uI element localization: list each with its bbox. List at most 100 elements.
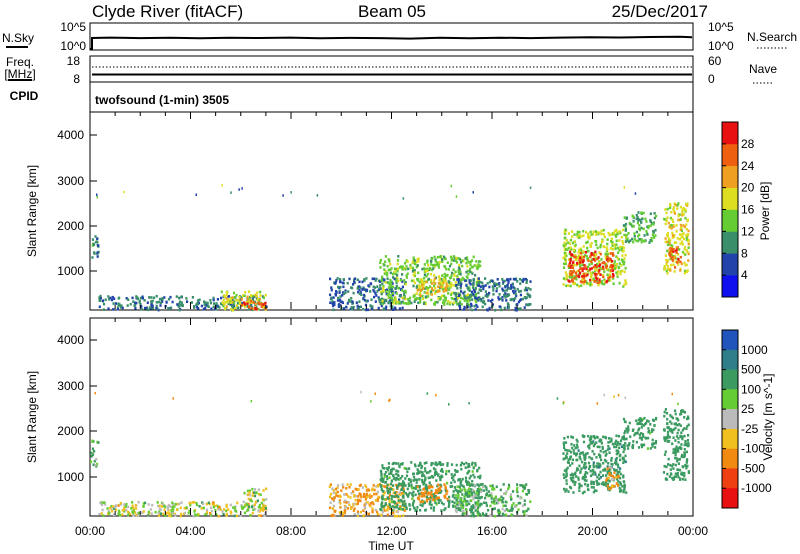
x-tick-label-24: 00:00	[678, 524, 708, 538]
echo-cell	[246, 504, 249, 507]
echo-cell	[683, 252, 686, 255]
echo-cell	[666, 267, 670, 271]
echo-cell	[393, 270, 396, 274]
echo-cell	[521, 280, 524, 283]
echo-cell	[353, 512, 356, 516]
echo-cell	[252, 301, 255, 304]
echo-cell	[402, 480, 405, 483]
echo-cell	[497, 508, 500, 512]
echo-cell	[419, 492, 422, 496]
echo-cell	[265, 487, 268, 491]
echo-cell	[448, 495, 451, 499]
echo-cell	[351, 300, 354, 304]
echo-cell	[161, 298, 164, 301]
echo-cell	[406, 493, 409, 497]
echo-cell	[606, 478, 609, 482]
echo-cell	[640, 239, 643, 242]
echo-cell	[119, 501, 122, 505]
echo-cell	[568, 252, 571, 256]
echo-cell	[203, 300, 206, 303]
echo-cell	[390, 472, 393, 475]
echo-cell	[125, 502, 128, 506]
echo-cell	[581, 263, 584, 267]
echo-cell	[468, 270, 471, 273]
echo-cell	[669, 472, 673, 475]
echo-cell	[455, 299, 458, 302]
echo-cell	[379, 478, 382, 481]
echo-cell	[423, 281, 426, 285]
echo-cell	[457, 266, 461, 270]
echo-cell	[646, 447, 649, 450]
echo-cell	[126, 304, 129, 307]
echo-cell	[627, 447, 630, 450]
echo-cell	[336, 486, 339, 490]
echo-cell	[567, 241, 570, 245]
echo-cell	[427, 476, 430, 480]
echo-cell	[472, 191, 474, 194]
echo-cell	[590, 437, 593, 441]
echo-cell	[615, 469, 618, 472]
echo-cell	[678, 468, 682, 472]
echo-cell	[478, 513, 482, 516]
echo-cell	[398, 491, 401, 494]
echo-cell	[629, 239, 632, 242]
echo-cell	[391, 509, 394, 512]
echo-cell	[594, 259, 597, 262]
echo-cell	[480, 490, 483, 494]
echo-cell	[339, 300, 342, 303]
echo-cell	[598, 473, 601, 477]
echo-cell	[571, 253, 574, 257]
echo-cell	[255, 307, 258, 311]
echo-cell	[392, 293, 395, 297]
echo-cell	[488, 280, 491, 284]
echo-cell	[344, 289, 347, 292]
echo-cell	[464, 466, 467, 469]
echo-cell	[438, 461, 441, 464]
echo-cell	[108, 511, 111, 515]
echo-cell	[215, 302, 218, 305]
echo-cell	[617, 441, 620, 444]
echo-cell	[425, 485, 428, 488]
echo-cell	[685, 270, 688, 273]
echo-cell	[456, 489, 459, 493]
echo-cell	[256, 291, 259, 294]
echo-cell	[683, 271, 686, 275]
echo-cell	[430, 260, 433, 263]
echo-cell	[640, 445, 644, 449]
echo-cell	[473, 475, 476, 479]
echo-cell	[569, 266, 572, 269]
echo-cell	[416, 468, 419, 471]
echo-cell	[599, 449, 602, 453]
echo-cell	[346, 507, 350, 510]
echo-cell	[344, 291, 347, 294]
echo-cell	[618, 486, 621, 490]
echo-cell	[202, 502, 205, 506]
echo-cell	[456, 287, 459, 290]
echo-cell	[643, 422, 647, 426]
echo-cell	[257, 509, 260, 512]
echo-cell	[493, 497, 496, 501]
echo-cell	[157, 512, 160, 515]
echo-cell	[257, 301, 260, 304]
echo-cell	[672, 248, 675, 251]
echo-cell	[562, 402, 564, 405]
echo-cell	[683, 225, 686, 229]
echo-cell	[216, 505, 220, 508]
echo-cell	[508, 287, 511, 290]
echo-cell	[237, 306, 240, 310]
echo-cell	[373, 295, 376, 299]
echo-cell	[478, 288, 481, 291]
echo-cell	[647, 430, 650, 434]
echo-cell	[574, 254, 577, 257]
echo-cell	[424, 467, 427, 470]
echo-cell	[452, 478, 455, 481]
echo-cell	[242, 506, 245, 510]
echo-cell	[505, 294, 508, 298]
echo-cell	[624, 420, 627, 424]
echo-cell	[519, 293, 522, 297]
echo-cell	[598, 462, 601, 466]
echo-cell	[450, 297, 453, 300]
echo-cell	[358, 280, 361, 284]
echo-cell	[472, 279, 475, 283]
echo-cell	[463, 489, 466, 492]
